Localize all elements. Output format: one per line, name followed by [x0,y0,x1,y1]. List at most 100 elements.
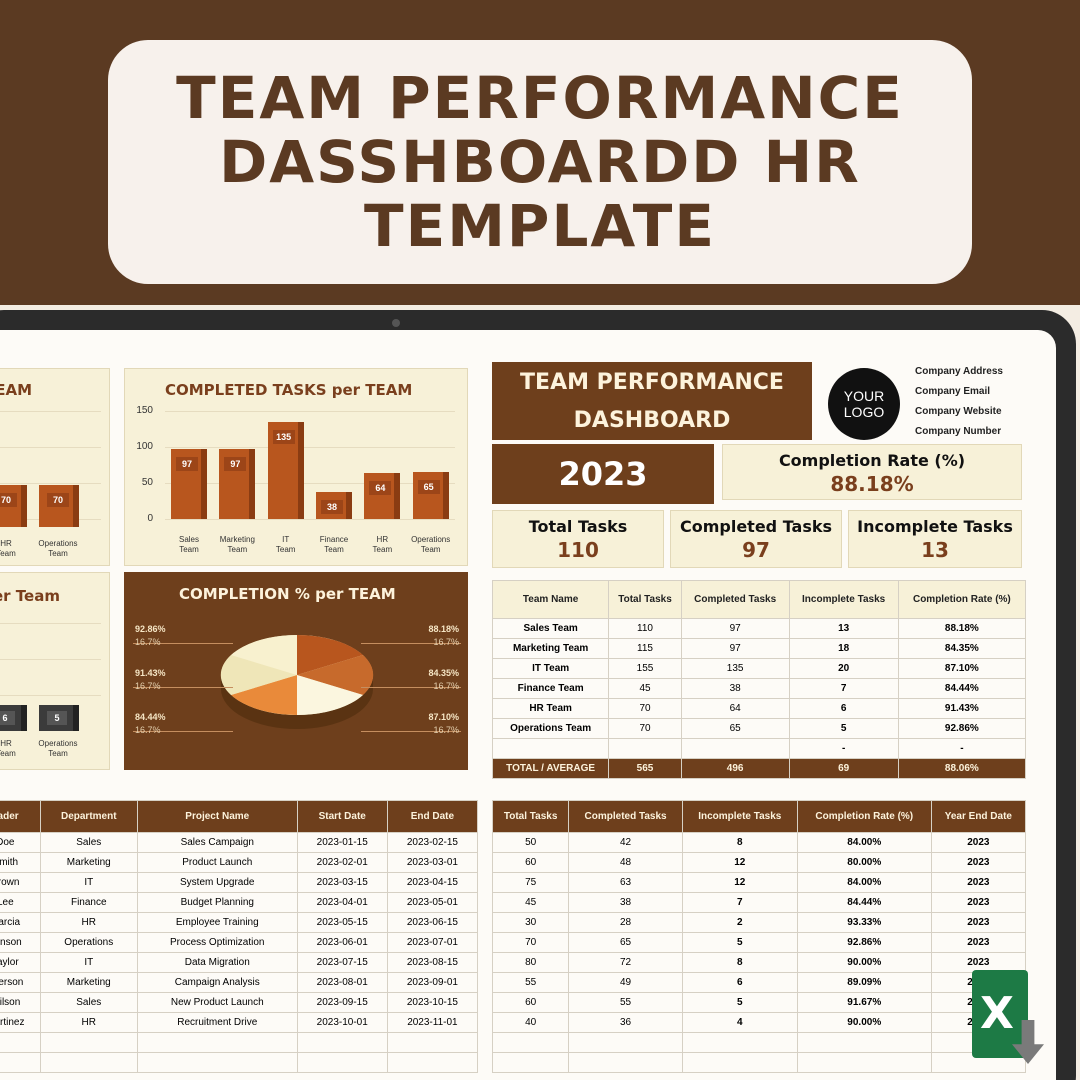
column-header: Start Date [296,800,388,833]
table-cell [386,1032,479,1053]
table-cell: 40 [491,1012,570,1033]
logo-line-2: LOGO [843,404,885,420]
bar-value-label: 97 [176,457,198,472]
table-cell: 63 [568,872,683,893]
table-cell: 55 [568,992,683,1013]
table-cell: 20 [788,658,899,679]
table-row: Sales Team 110 97 13 88.18% [491,618,1027,639]
table-cell: Finance Team [491,678,610,699]
table-cell: 88.18% [897,618,1027,639]
completion-pie-panel: COMPLETION % per TEAM 92.86% 16.7% 91.43% 1… [124,572,468,770]
tasks-table: Total Tasks Completed Tasks Incomplete Tas… [491,800,1027,1073]
table-cell: 496 [680,758,790,779]
column-header: Department [39,800,138,833]
table-cell: Taylor [0,952,41,973]
table-row: ohnsonOperationsProcess Optimization2023… [0,932,479,953]
dashboard-title-line-1: TEAM PERFORMANCE [520,370,784,395]
table-cell: 30 [491,912,570,933]
table-cell: 45 [491,892,570,913]
table-cell: 12 [681,852,798,873]
column-header: Total Tasks [608,580,682,619]
bar-value-label: 70 [0,493,17,507]
table-cell: 8 [681,832,798,853]
excel-download-icon[interactable]: X [972,970,1044,1070]
table-cell: TOTAL / AVERAGE [491,758,610,779]
table-cell: 5 [681,992,798,1013]
table-cell: 91.67% [796,992,932,1013]
table-row: IT Team 155 135 20 87.10% [491,658,1027,679]
table-row: 45 38 7 84.44% 2023 [491,892,1027,913]
table-row: -- [491,738,1027,759]
completed-tasks-chart-title: COMPLETED TASKS per TEAM [165,381,413,399]
bar-value-label: 70 [47,493,69,507]
column-header: eader [0,800,41,833]
table-cell [0,1052,41,1073]
table-cell: 2023-07-01 [386,932,479,953]
table-cell: 155 [608,658,682,679]
company-website: Company Website [915,406,1002,417]
table-row [491,1052,1027,1073]
table-cell: 84.44% [897,678,1027,699]
table-cell: Sales [39,992,138,1013]
table-cell [39,1052,138,1073]
table-cell: 50 [491,832,570,853]
company-logo: YOUR LOGO [828,368,900,440]
kpi-incomplete-tasks: Incomplete Tasks 13 [848,510,1022,568]
table-cell: 5 [788,718,899,739]
bar-value-label: 5 [47,711,67,725]
table-cell: 45 [608,678,682,699]
table-cell: 42 [568,832,683,853]
table-row: TaylorITData Migration2023-07-152023-08-… [0,952,479,973]
table-cell: Data Migration [136,952,298,973]
partial-chart-title-bottom: er Team [0,587,60,605]
table-row: Finance Team 45 38 7 84.44% [491,678,1027,699]
table-cell: nderson [0,972,41,993]
logo-line-1: YOUR [843,388,885,404]
table-cell: 2023-08-15 [386,952,479,973]
table-cell: 2023-06-15 [386,912,479,933]
y-tick-label: 0 [147,513,153,524]
x-tick-label: Finance Team [319,535,349,554]
column-header: Completion Rate (%) [796,800,932,833]
table-cell: 2023 [930,832,1027,853]
excel-sheet-shape [972,970,1028,1058]
table-cell: 60 [491,992,570,1013]
table-row: HR Team 70 64 6 91.43% [491,698,1027,719]
table-cell: 2023-02-15 [386,832,479,853]
table-cell: 80 [491,952,570,973]
table-row: WilsonSalesNew Product Launch2023-09-152… [0,992,479,1013]
table-row: ndersonMarketingCampaign Analysis2023-08… [0,972,479,993]
x-tick-label: HR Team [0,739,16,758]
table-cell: IT [39,952,138,973]
completion-rate-card: Completion Rate (%) 88.18% [722,444,1022,500]
table-cell: 89.09% [796,972,932,993]
table-cell [680,738,790,759]
pie-slice-6 [231,634,297,675]
table-cell: 2023 [930,892,1027,913]
table-cell: 90.00% [796,1012,932,1033]
x-tick-label: Operations Team [411,535,451,554]
kpi-value: 110 [557,538,599,562]
pie-slice-1 [297,634,363,675]
table-row [491,1032,1027,1053]
table-cell: Budget Planning [136,892,298,913]
table-cell [568,1052,683,1073]
partial-chart-panel-bottom: er Team 6 HR Team 5 Operations Team [0,572,110,770]
excel-x-letter: X [980,988,1014,1039]
table-cell: 2023-07-15 [296,952,388,973]
completion-rate-label: Completion Rate (%) [778,451,966,470]
table-cell [491,1032,570,1053]
table-cell: 115 [608,638,682,659]
table-cell [386,1052,479,1073]
table-cell [39,1032,138,1053]
table-cell [136,1032,298,1053]
column-header: Year End Date [930,800,1027,833]
table-row: SmithMarketingProduct Launch2023-02-0120… [0,852,479,873]
table-cell: Finance [39,892,138,913]
table-cell: 8 [681,952,798,973]
banner-title-line-1: TEAM PERFORMANCE [176,64,904,132]
pie-slices [220,634,374,729]
table-cell: 2 [681,912,798,933]
